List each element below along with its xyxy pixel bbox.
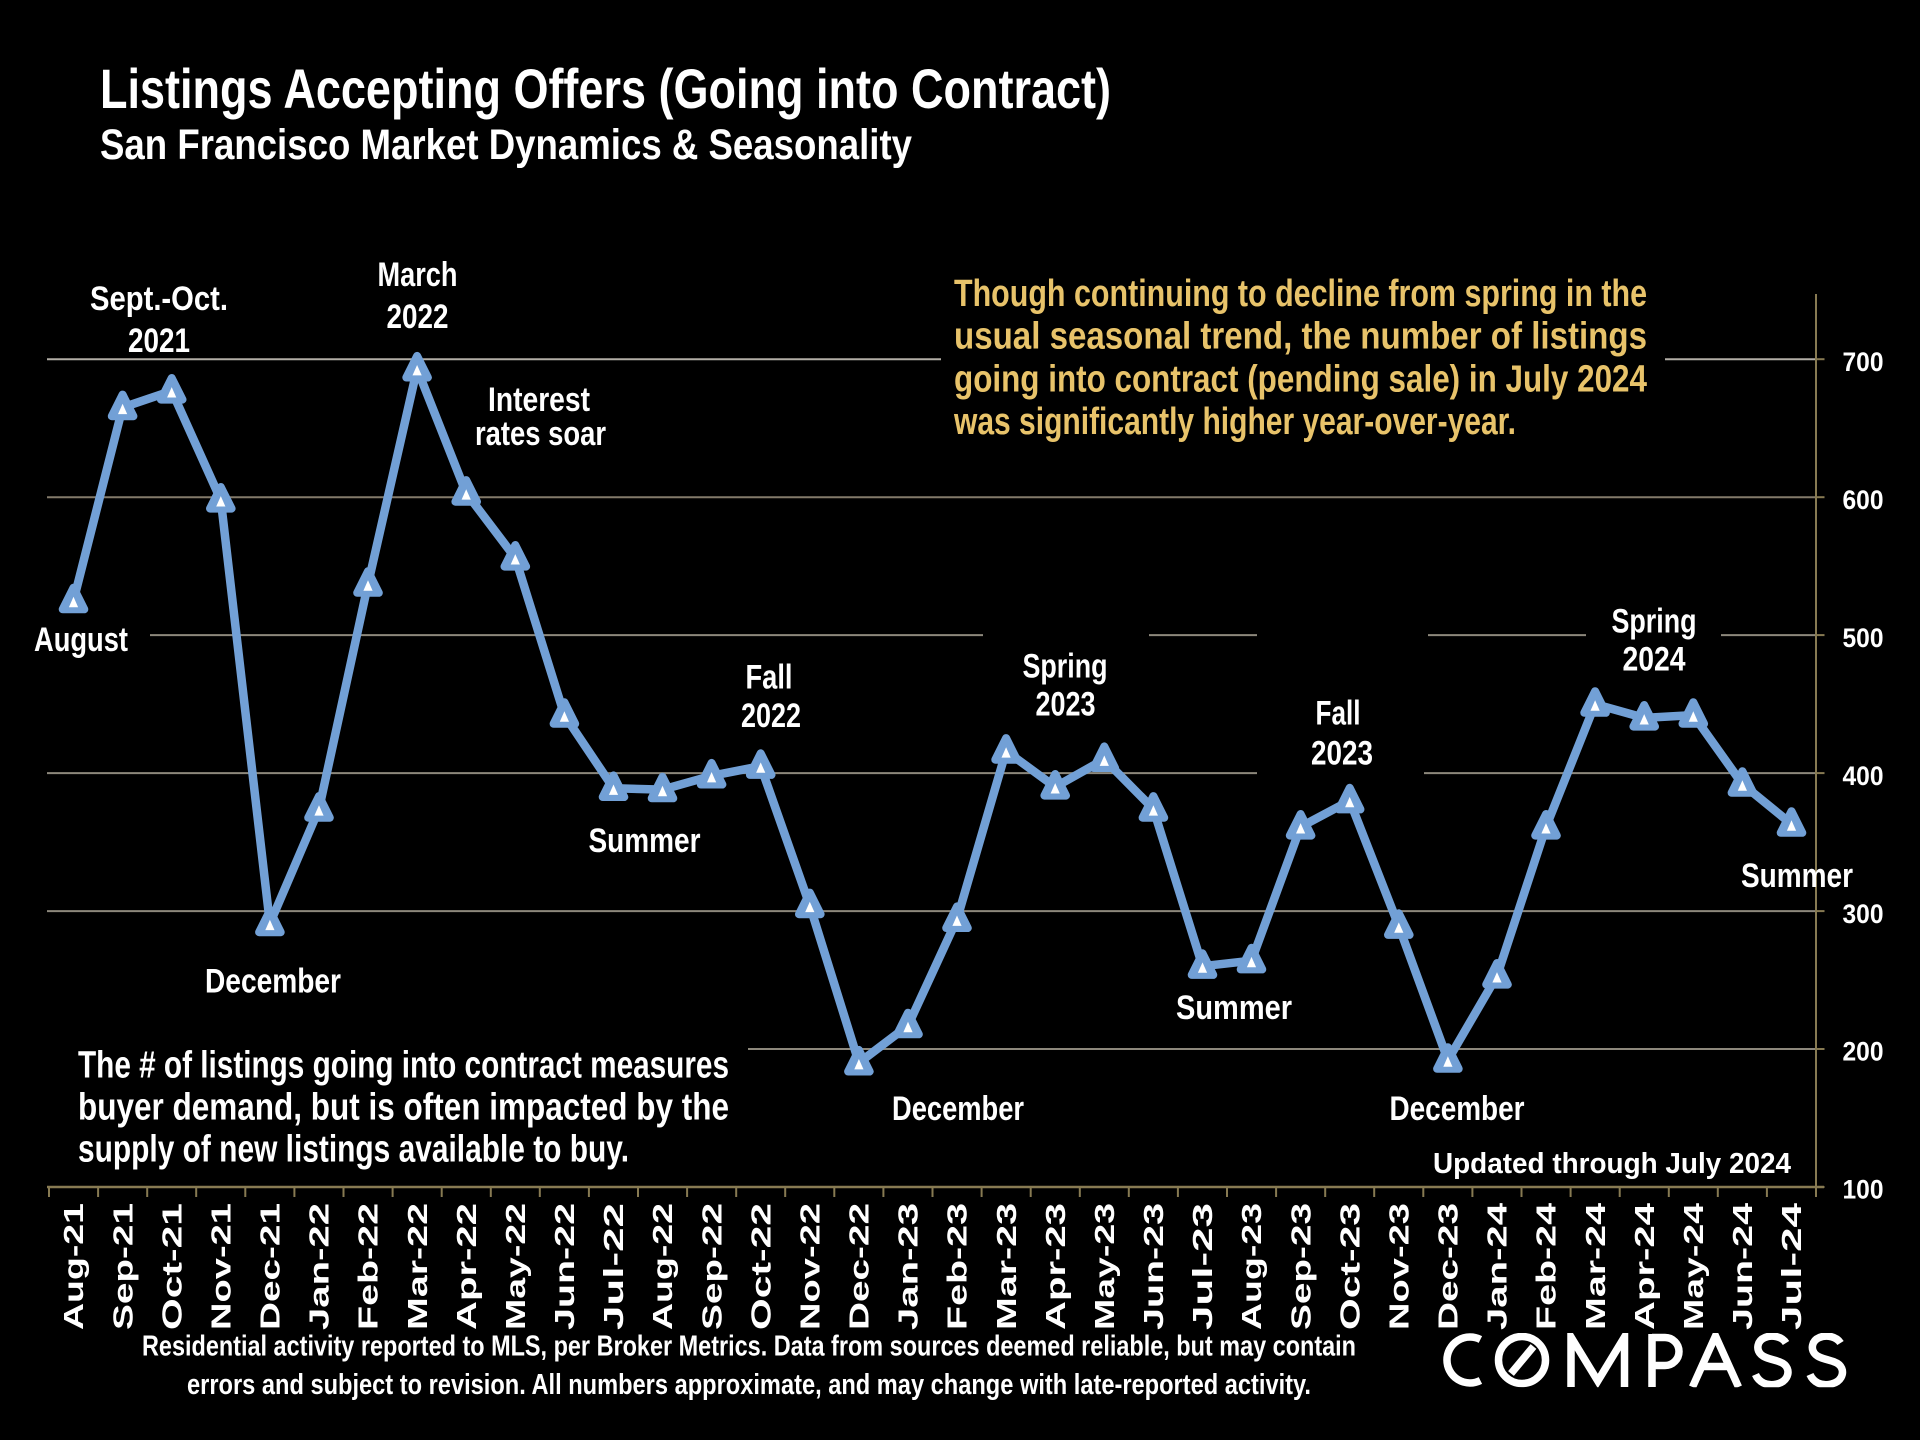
svg-text:Feb-24: Feb-24 — [1531, 1202, 1562, 1330]
svg-text:Nov-22: Nov-22 — [795, 1203, 826, 1330]
svg-text:2024: 2024 — [1623, 640, 1686, 678]
svg-text:buyer demand, but is often imp: buyer demand, but is often impacted by t… — [78, 1086, 729, 1128]
svg-text:Fall: Fall — [1316, 695, 1361, 733]
svg-text:Dec-21: Dec-21 — [255, 1203, 286, 1330]
svg-text:Jan-22: Jan-22 — [304, 1203, 335, 1330]
svg-text:Fall: Fall — [746, 659, 793, 697]
svg-text:Jul-23: Jul-23 — [1187, 1203, 1218, 1330]
svg-text:August: August — [34, 621, 128, 659]
svg-text:600: 600 — [1843, 485, 1884, 515]
svg-text:Aug-22: Aug-22 — [647, 1203, 678, 1330]
svg-text:300: 300 — [1843, 899, 1884, 929]
svg-text:Oct-21: Oct-21 — [156, 1203, 187, 1330]
svg-text:2022: 2022 — [387, 298, 449, 336]
svg-text:rates soar: rates soar — [475, 415, 606, 453]
svg-text:Feb-23: Feb-23 — [942, 1203, 973, 1330]
svg-text:Jan-23: Jan-23 — [893, 1203, 924, 1330]
svg-text:Interest: Interest — [488, 381, 590, 419]
svg-text:Aug-23: Aug-23 — [1236, 1203, 1267, 1330]
svg-text:2021: 2021 — [128, 322, 190, 360]
svg-text:Jun-23: Jun-23 — [1138, 1203, 1169, 1330]
svg-text:May-22: May-22 — [500, 1203, 531, 1330]
svg-text:errors and subject to revision: errors and subject to revision. All numb… — [187, 1369, 1311, 1401]
svg-text:Summer: Summer — [1176, 989, 1292, 1027]
svg-text:Dec-23: Dec-23 — [1433, 1203, 1464, 1330]
svg-text:700: 700 — [1843, 347, 1884, 377]
svg-text:Mar-23: Mar-23 — [991, 1203, 1022, 1330]
svg-text:2023: 2023 — [1311, 734, 1373, 772]
svg-text:Summer: Summer — [589, 822, 701, 860]
svg-text:Jan-24: Jan-24 — [1482, 1202, 1513, 1330]
svg-text:Jul-24: Jul-24 — [1776, 1202, 1807, 1330]
svg-text:May-23: May-23 — [1089, 1203, 1120, 1330]
svg-text:March: March — [378, 256, 458, 294]
svg-text:Summer: Summer — [1741, 857, 1853, 895]
svg-text:2022: 2022 — [741, 697, 801, 735]
svg-text:Feb-22: Feb-22 — [353, 1203, 384, 1330]
svg-text:Updated through July 2024: Updated through July 2024 — [1433, 1148, 1791, 1180]
svg-text:Sept.-Oct.: Sept.-Oct. — [90, 280, 228, 318]
svg-text:Sep-22: Sep-22 — [696, 1203, 727, 1330]
svg-text:500: 500 — [1843, 623, 1884, 653]
svg-text:Sep-23: Sep-23 — [1285, 1203, 1316, 1330]
svg-text:going into contract (pending s: going into contract (pending sale) in Ju… — [954, 358, 1647, 400]
svg-text:Apr-23: Apr-23 — [1040, 1203, 1071, 1330]
svg-text:May-24: May-24 — [1678, 1202, 1709, 1330]
svg-text:The # of listings going into c: The # of listings going into contract me… — [78, 1044, 729, 1086]
svg-text:Nov-21: Nov-21 — [206, 1203, 237, 1330]
svg-text:December: December — [1390, 1090, 1525, 1128]
svg-text:Nov-23: Nov-23 — [1384, 1203, 1415, 1330]
svg-text:Residential activity reported: Residential activity reported to MLS, pe… — [142, 1331, 1356, 1363]
svg-text:Oct-22: Oct-22 — [745, 1203, 776, 1330]
svg-text:Jul-22: Jul-22 — [598, 1203, 629, 1330]
svg-text:Listings Accepting Offers (Goi: Listings Accepting Offers (Going into Co… — [100, 57, 1111, 120]
svg-text:Mar-22: Mar-22 — [402, 1203, 433, 1330]
svg-text:2023: 2023 — [1036, 686, 1096, 724]
svg-text:Mar-24: Mar-24 — [1580, 1202, 1611, 1330]
svg-text:December: December — [205, 963, 341, 1001]
svg-text:was significantly higher year-: was significantly higher year-over-year. — [953, 401, 1516, 443]
svg-text:Dec-22: Dec-22 — [844, 1203, 875, 1330]
svg-text:Spring: Spring — [1612, 603, 1697, 641]
svg-text:400: 400 — [1843, 761, 1884, 791]
svg-text:Apr-24: Apr-24 — [1629, 1202, 1660, 1330]
svg-text:supply of new listings availab: supply of new listings available to buy. — [78, 1128, 629, 1170]
svg-text:Aug-21: Aug-21 — [58, 1203, 89, 1330]
svg-text:San Francisco Market Dynamics: San Francisco Market Dynamics & Seasonal… — [100, 121, 912, 169]
svg-text:Jun-24: Jun-24 — [1727, 1202, 1758, 1330]
svg-text:200: 200 — [1843, 1037, 1884, 1067]
svg-text:Spring: Spring — [1023, 648, 1108, 686]
svg-text:usual seasonal trend, the numb: usual seasonal trend, the number of list… — [954, 316, 1647, 358]
svg-text:Though continuing to decline f: Though continuing to decline from spring… — [954, 273, 1647, 315]
svg-text:December: December — [892, 1090, 1024, 1128]
svg-text:Jun-22: Jun-22 — [549, 1203, 580, 1330]
svg-text:Apr-22: Apr-22 — [451, 1203, 482, 1330]
svg-text:100: 100 — [1843, 1175, 1884, 1205]
svg-text:Sep-21: Sep-21 — [107, 1203, 138, 1330]
svg-text:Oct-23: Oct-23 — [1334, 1203, 1365, 1330]
